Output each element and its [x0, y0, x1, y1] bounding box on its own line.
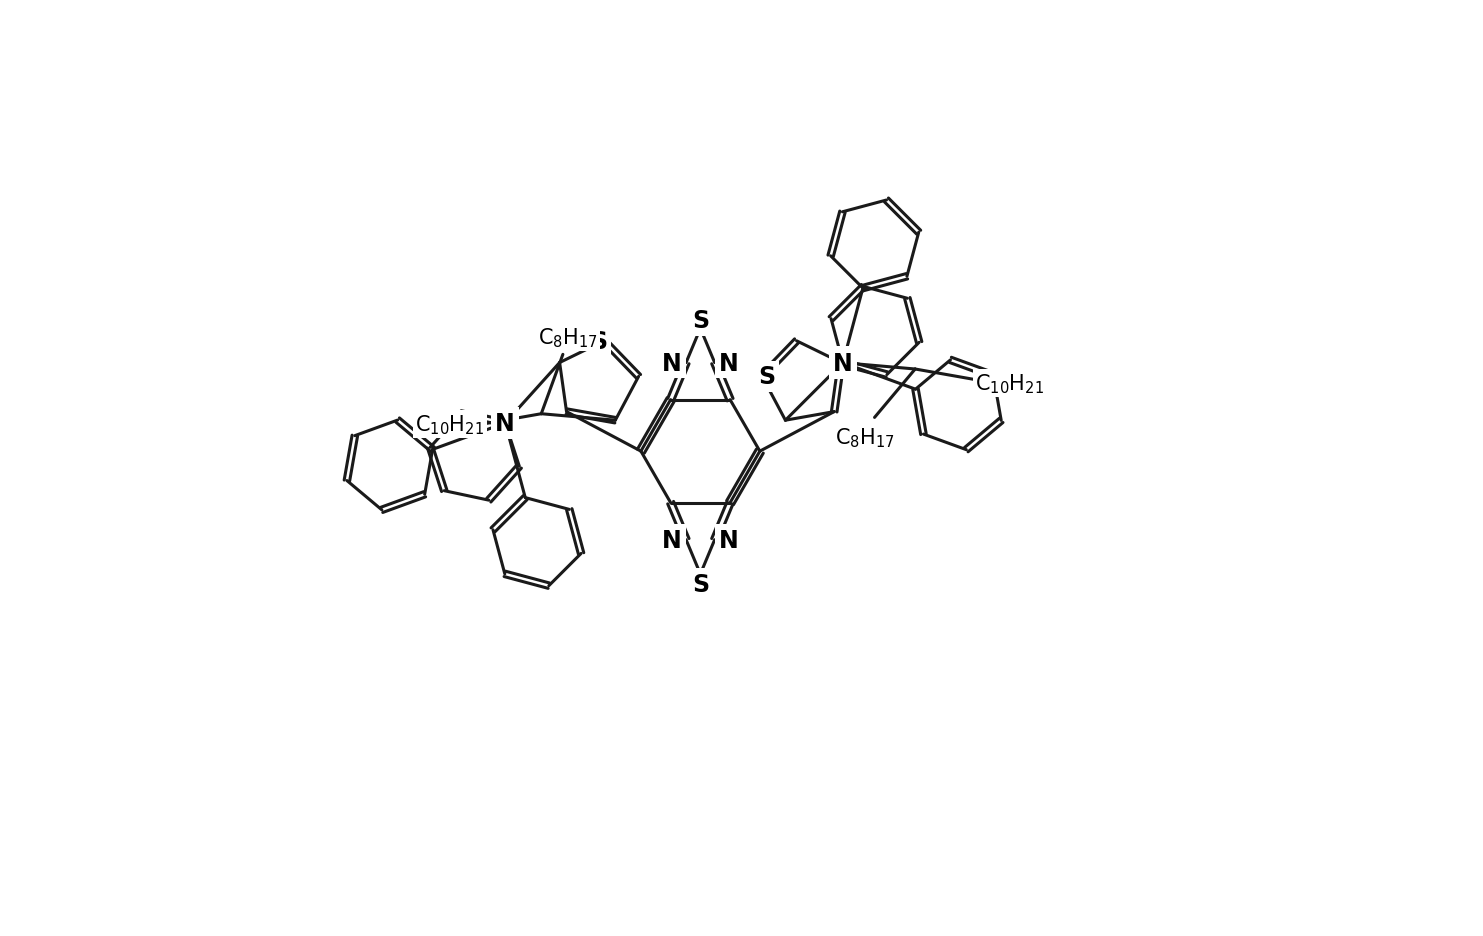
Text: N: N: [833, 351, 853, 375]
Text: N: N: [495, 412, 515, 435]
Text: S: S: [691, 309, 709, 333]
Text: S: S: [590, 329, 608, 354]
Text: C$_{10}$H$_{21}$: C$_{10}$H$_{21}$: [974, 372, 1044, 396]
Text: S: S: [691, 572, 709, 596]
Text: N: N: [719, 351, 739, 375]
Text: N: N: [663, 528, 682, 552]
Text: C$_8$H$_{17}$: C$_8$H$_{17}$: [538, 327, 598, 350]
Text: C$_8$H$_{17}$: C$_8$H$_{17}$: [835, 426, 894, 449]
Text: S: S: [758, 365, 776, 389]
Text: N: N: [663, 351, 682, 375]
Text: N: N: [719, 528, 739, 552]
Text: C$_{10}$H$_{21}$: C$_{10}$H$_{21}$: [415, 413, 485, 436]
